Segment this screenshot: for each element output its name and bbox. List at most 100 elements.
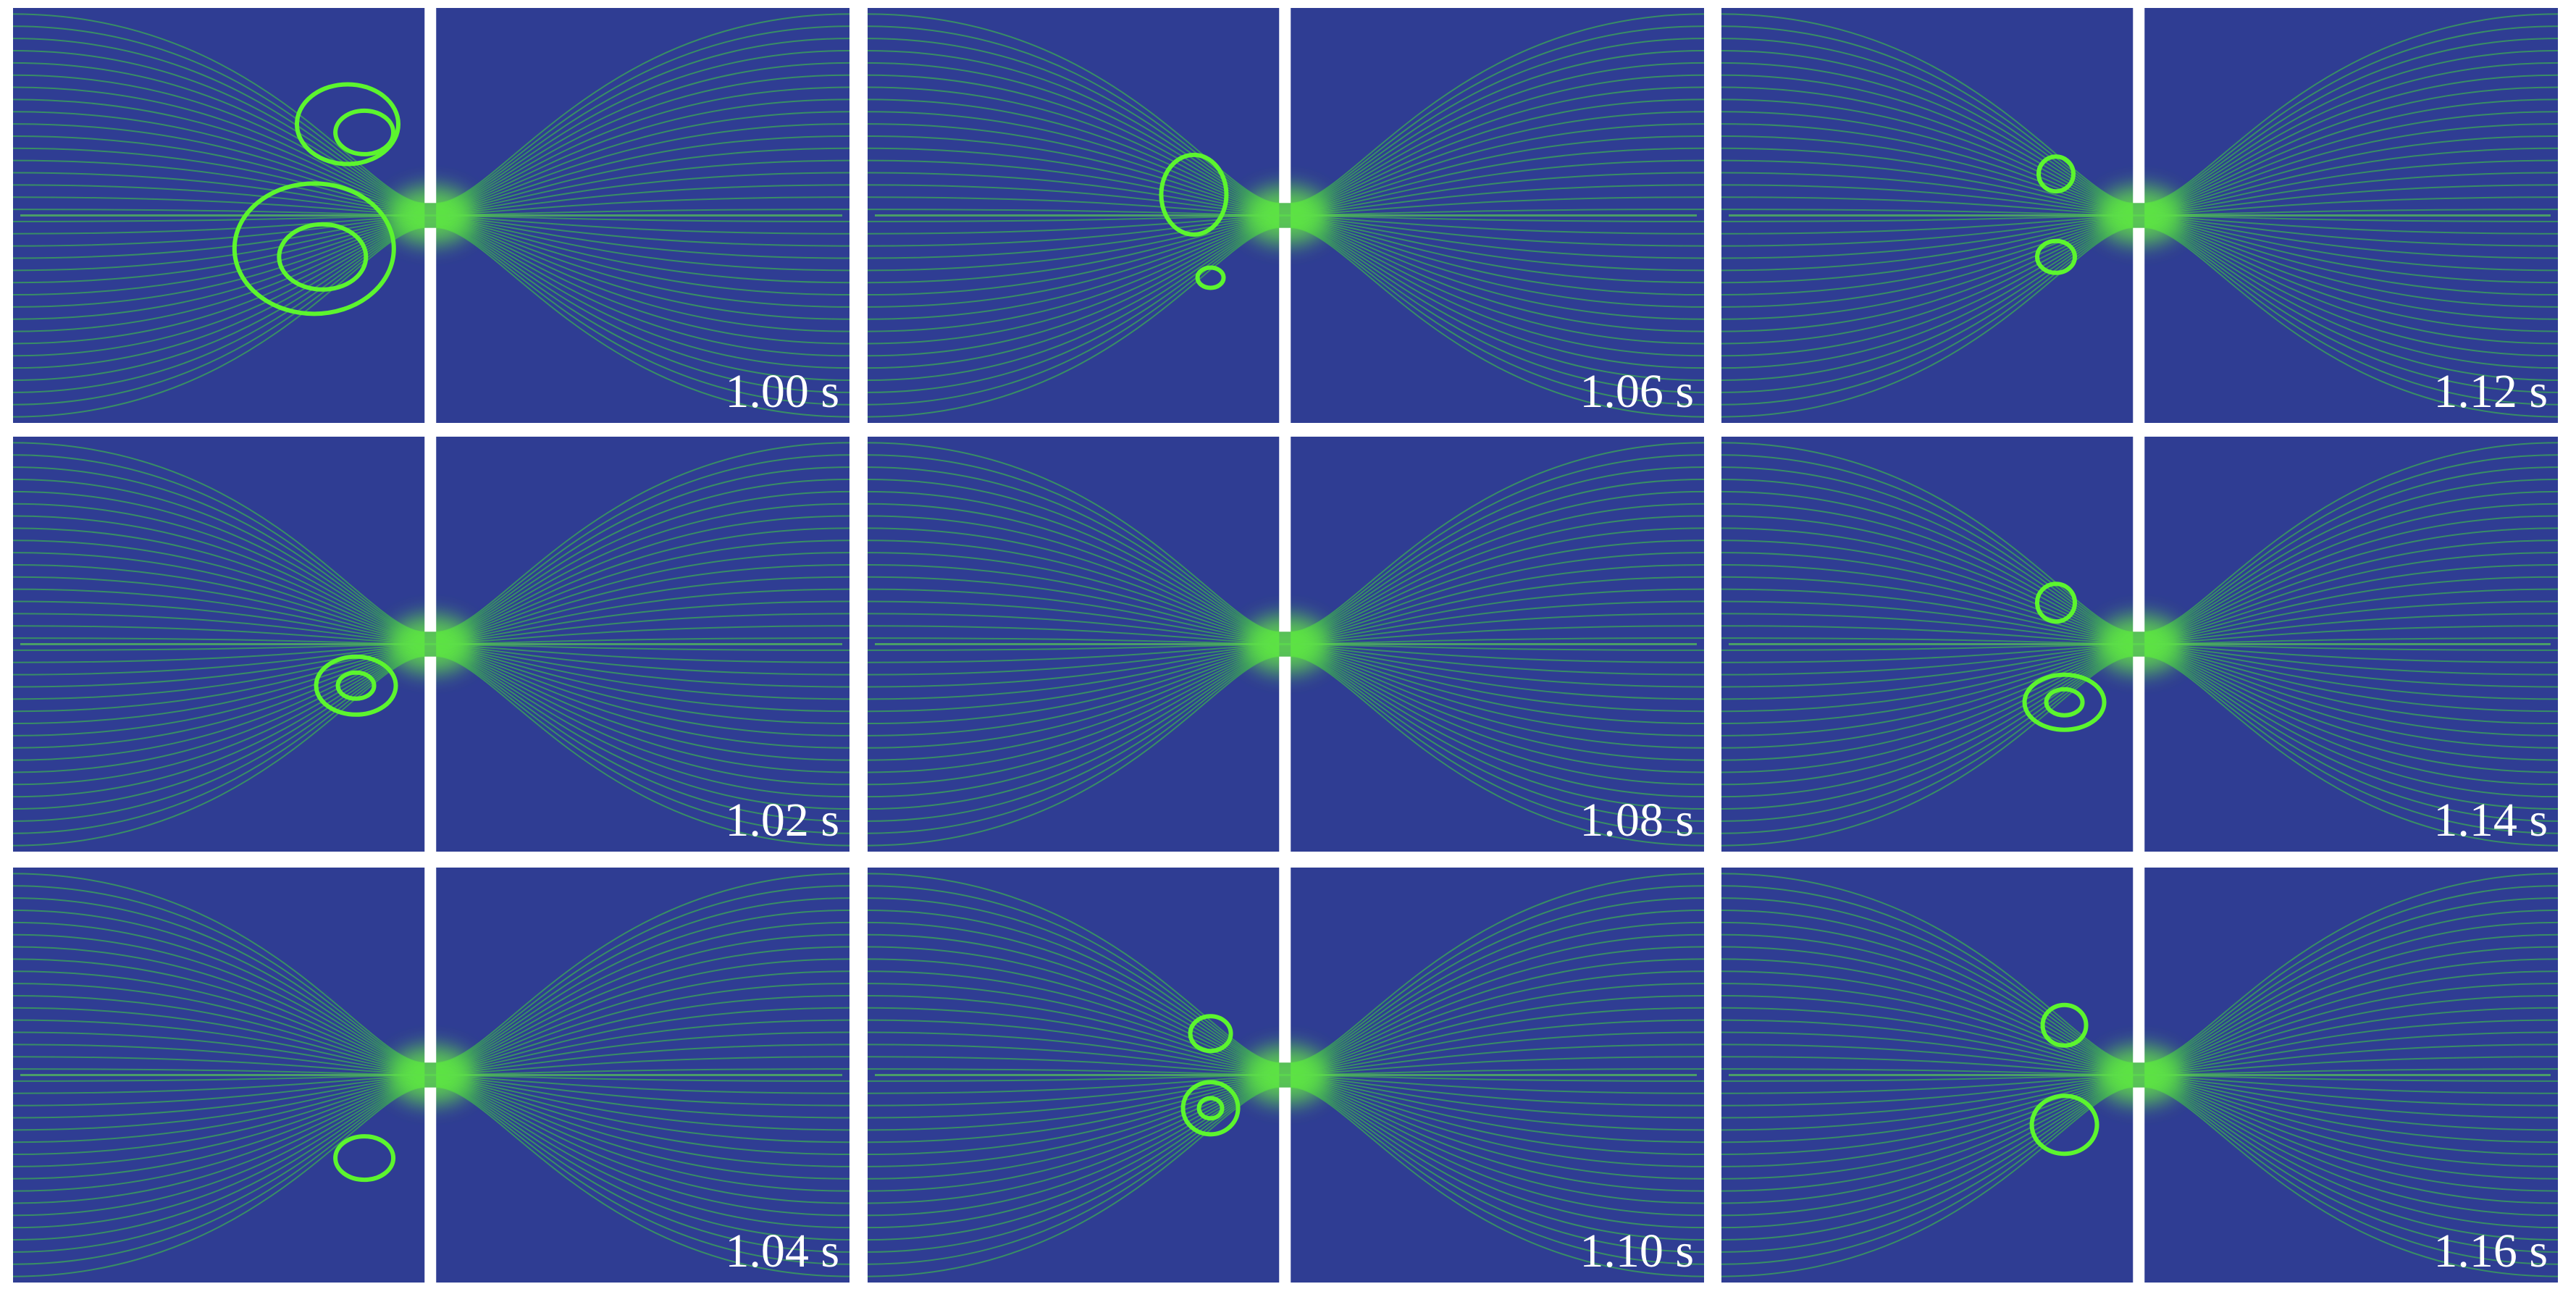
streamline	[2144, 654, 2559, 822]
streamline	[867, 897, 1280, 1065]
streamline	[1291, 655, 1705, 834]
streamline	[436, 897, 850, 1065]
streamline	[1721, 897, 2134, 1065]
vortex	[314, 654, 398, 717]
vortex	[1195, 265, 1226, 290]
streamline	[1721, 1084, 2134, 1241]
streamline	[1721, 13, 2134, 204]
wall	[1279, 227, 1291, 423]
streamline	[436, 227, 850, 418]
streamline	[12, 38, 425, 206]
streamline	[2144, 454, 2559, 634]
vortex	[1159, 152, 1229, 237]
streamline	[12, 442, 425, 633]
streamline	[1291, 225, 1705, 393]
streamline	[436, 654, 850, 822]
streamline	[436, 38, 850, 206]
streamline	[1291, 442, 1705, 633]
streamline	[2144, 466, 2559, 634]
vortex	[335, 670, 377, 701]
streamline	[12, 1086, 425, 1265]
time-label: 1.12 s	[2433, 365, 2548, 418]
streamline	[436, 225, 850, 393]
streamline	[12, 655, 425, 847]
streamline	[1291, 466, 1705, 634]
vortex	[2036, 154, 2076, 194]
panel: 1.08 s	[867, 437, 1705, 852]
streamline	[1291, 897, 1705, 1065]
vortex	[1180, 1080, 1241, 1137]
streamline	[1721, 654, 2134, 822]
vortex	[2035, 238, 2077, 275]
vortex	[2044, 687, 2085, 718]
wall	[2133, 8, 2145, 203]
streamline	[12, 1085, 425, 1253]
vortex	[2040, 1002, 2089, 1048]
wall	[2133, 868, 2145, 1063]
streamline	[867, 1086, 1280, 1277]
streamline	[867, 654, 1280, 822]
streamline	[1721, 25, 2134, 205]
streamline	[12, 466, 425, 634]
streamline	[436, 873, 850, 1064]
time-label: 1.04 s	[725, 1225, 839, 1277]
panel: 1.12 s	[1721, 8, 2559, 423]
streamline	[12, 885, 425, 1065]
streamline	[436, 1086, 850, 1277]
time-label: 1.14 s	[2433, 794, 2548, 847]
streamline	[1721, 873, 2134, 1064]
streamline	[1721, 38, 2134, 206]
streamline	[1291, 38, 1705, 206]
streamline	[12, 655, 425, 834]
streamline	[1291, 1086, 1705, 1265]
streamline	[1291, 654, 1705, 822]
wall	[2133, 437, 2145, 632]
streamline	[1291, 227, 1705, 418]
streamline	[2144, 1086, 2559, 1277]
streamline	[867, 1085, 1280, 1253]
streamline	[436, 655, 850, 847]
streamline	[867, 454, 1280, 634]
streamline	[436, 226, 850, 406]
streamline	[436, 466, 850, 634]
streamline	[2144, 227, 2559, 418]
streamline	[867, 478, 1280, 635]
vortex	[333, 1134, 396, 1183]
streamline	[1721, 49, 2134, 206]
streamline	[2144, 1085, 2559, 1253]
vortex	[333, 108, 396, 156]
streamline	[12, 1084, 425, 1241]
wall	[424, 868, 437, 1063]
streamline	[2144, 897, 2559, 1065]
streamline	[12, 226, 425, 406]
streamline	[2144, 442, 2559, 633]
streamline	[12, 1086, 425, 1277]
wall	[424, 227, 437, 423]
streamline	[12, 897, 425, 1065]
streamline	[12, 227, 425, 418]
streamline	[1291, 1085, 1705, 1253]
streamline	[867, 909, 1280, 1066]
wall	[424, 1087, 437, 1283]
streamline	[436, 655, 850, 834]
streamline	[1291, 885, 1705, 1065]
wall	[2133, 656, 2145, 852]
streamline	[867, 442, 1280, 633]
streamline	[867, 224, 1280, 382]
streamline	[436, 454, 850, 634]
wall	[2133, 1087, 2145, 1283]
streamline	[1721, 226, 2134, 406]
streamline	[1721, 224, 2134, 382]
vortex	[277, 222, 369, 292]
time-label: 1.16 s	[2433, 1225, 2548, 1277]
streamline	[1721, 1086, 2134, 1265]
streamline	[867, 49, 1280, 206]
streamline	[867, 226, 1280, 406]
streamline	[2144, 38, 2559, 206]
streamline	[2144, 873, 2559, 1064]
streamline	[867, 1084, 1280, 1241]
panel: 1.04 s	[12, 868, 850, 1283]
wall	[424, 437, 437, 632]
streamline	[1721, 1085, 2134, 1253]
